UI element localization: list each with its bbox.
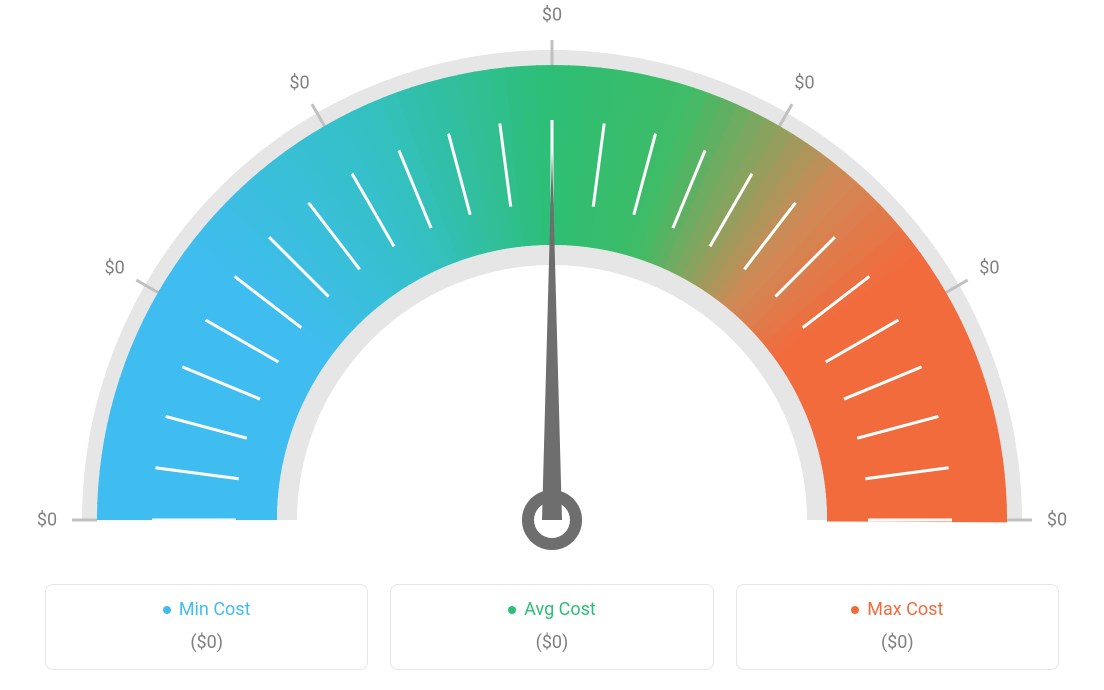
legend-label-avg: Avg Cost	[524, 599, 596, 620]
gauge-chart	[0, 0, 1104, 560]
legend-dot-min	[163, 606, 171, 614]
legend-title-avg: Avg Cost	[508, 599, 596, 620]
legend-card-avg: Avg Cost ($0)	[390, 584, 713, 671]
gauge-scale-label: $0	[37, 510, 57, 531]
legend-dot-avg	[508, 606, 516, 614]
gauge-scale-label: $0	[105, 257, 125, 278]
legend-value-max: ($0)	[737, 632, 1058, 653]
gauge-scale-label: $0	[1047, 510, 1067, 531]
legend-label-max: Max Cost	[867, 599, 943, 620]
legend-label-min: Min Cost	[179, 599, 251, 620]
gauge-scale-label: $0	[289, 72, 309, 93]
gauge-scale-label: $0	[979, 257, 999, 278]
legend-dot-max	[851, 606, 859, 614]
legend-card-max: Max Cost ($0)	[736, 584, 1059, 671]
legend-title-max: Max Cost	[851, 599, 943, 620]
legend-title-min: Min Cost	[163, 599, 251, 620]
gauge-container: $0 $0 $0 $0 $0 $0 $0	[0, 0, 1104, 560]
legend-value-min: ($0)	[46, 632, 367, 653]
legend-card-min: Min Cost ($0)	[45, 584, 368, 671]
gauge-scale-label: $0	[794, 72, 814, 93]
gauge-scale-label: $0	[542, 5, 562, 26]
legend-row: Min Cost ($0) Avg Cost ($0) Max Cost ($0…	[45, 584, 1059, 671]
legend-value-avg: ($0)	[391, 632, 712, 653]
